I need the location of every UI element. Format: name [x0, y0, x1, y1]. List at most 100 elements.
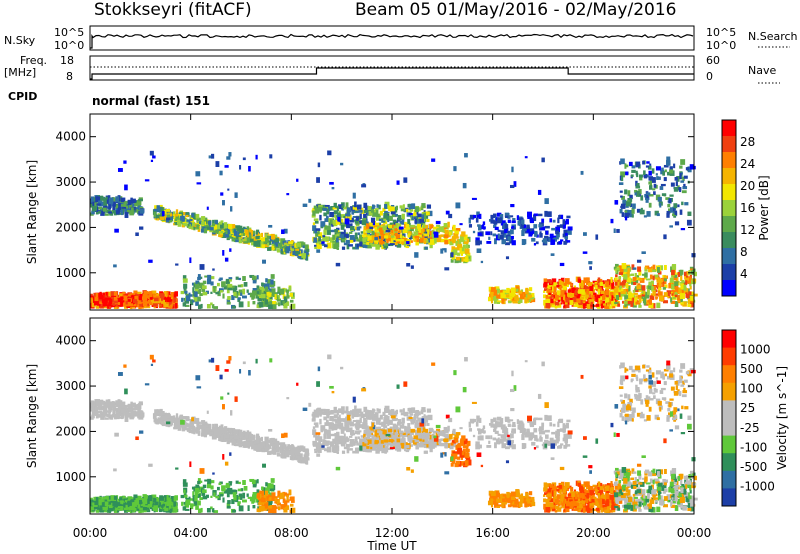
velocity-echo-cell — [236, 439, 242, 444]
velocity-echo-cell — [177, 427, 182, 431]
power-echo-cell — [395, 235, 398, 241]
power-echo-cell — [168, 301, 172, 307]
velocity-echo-cell — [398, 427, 402, 433]
power-echo-cell — [193, 227, 196, 231]
velocity-echo-cell — [289, 450, 294, 455]
velocity-echo-cell — [364, 409, 369, 415]
velocity-echo-cell — [386, 442, 391, 446]
velocity-echo-cell — [337, 416, 341, 419]
power-echo-cell — [129, 211, 134, 216]
power-echo-cell — [255, 232, 260, 238]
power-echo-cell — [368, 222, 374, 228]
velocity-echo-cell — [325, 419, 329, 425]
velocity-echo-cell — [435, 432, 438, 438]
power-echo-cell — [400, 208, 406, 212]
power-echo-cell — [426, 218, 430, 222]
velocity-echo-cell — [124, 412, 130, 417]
power-echo-cell — [463, 258, 467, 262]
power-echo-cell — [314, 244, 319, 247]
power-echo-cell — [451, 236, 457, 240]
power-echo-cell — [225, 230, 229, 235]
velocity-echo-cell — [468, 428, 472, 432]
velocity-echo-cell — [367, 439, 372, 446]
velocity-echo-cell — [565, 444, 571, 447]
velocity-echo-cell — [404, 449, 407, 452]
power-echo-cell — [375, 244, 380, 250]
velocity-echo-cell — [90, 501, 93, 507]
power-echo-cell — [502, 232, 507, 238]
velocity-echo-cell — [490, 423, 495, 428]
velocity-echo-cell — [211, 426, 215, 431]
power-echo-cell — [422, 223, 426, 229]
velocity-echo-cell — [221, 436, 227, 443]
velocity-echo-cell — [102, 411, 107, 416]
power-echo-cell — [461, 231, 466, 237]
power-echo-cell — [409, 240, 413, 243]
velocity-echo-cell — [225, 434, 229, 439]
power-echo-cell — [416, 211, 419, 215]
power-echo-cell — [464, 248, 470, 254]
power-echo-cell — [313, 205, 318, 210]
velocity-echo-cell — [142, 501, 146, 507]
power-echo-cell — [291, 248, 295, 251]
power-echo-cell — [316, 243, 319, 248]
velocity-echo-cell — [98, 410, 103, 414]
power-echo-cell — [374, 226, 378, 233]
power-echo-cell — [444, 239, 449, 245]
power-echo-cell — [242, 238, 245, 242]
velocity-echo-cell — [361, 438, 367, 442]
power-echo-cell — [113, 291, 118, 298]
velocity-echo-cell — [123, 503, 128, 508]
velocity-echo-cell — [110, 495, 116, 501]
velocity-echo-cell — [102, 409, 108, 414]
velocity-echo-cell — [312, 426, 316, 430]
power-echo-cell — [107, 299, 110, 303]
power-echo-cell — [525, 294, 528, 298]
power-echo-cell — [142, 303, 148, 307]
power-echo-cell — [325, 215, 329, 221]
velocity-echo-cell — [496, 505, 501, 508]
velocity-echo-cell — [519, 497, 524, 504]
power-echo-cell — [118, 206, 121, 209]
velocity-echo-cell — [128, 507, 133, 511]
velocity-echo-cell — [551, 431, 556, 435]
power-echo-cell — [358, 239, 361, 242]
power-echo-cell — [116, 298, 121, 301]
velocity-echo-cell — [443, 426, 448, 432]
power-echo-cell — [282, 240, 286, 246]
power-echo-cell — [167, 299, 173, 302]
power-echo-cell — [283, 243, 289, 246]
velocity-echo-cell — [251, 442, 256, 447]
velocity-echo-cell — [371, 411, 375, 417]
power-echo-cell — [230, 224, 236, 229]
velocity-echo-cell — [231, 438, 236, 441]
velocity-echo-cell — [567, 433, 572, 439]
power-echo-cell — [139, 209, 145, 214]
velocity-echo-cell — [545, 483, 551, 488]
velocity-echo-cell — [266, 439, 270, 443]
velocity-echo-cell — [456, 456, 461, 460]
power-echo-cell — [208, 220, 212, 227]
power-echo-cell — [378, 204, 381, 210]
power-echo-cell — [349, 239, 354, 243]
power-echo-cell — [459, 236, 464, 242]
velocity-echo-cell — [346, 411, 352, 417]
power-echo-cell — [124, 205, 129, 212]
velocity-echo-cell — [556, 429, 562, 432]
power-echo-cell — [414, 218, 420, 225]
power-echo-cell — [345, 239, 350, 244]
velocity-echo-cell — [367, 446, 372, 453]
power-echo-cell — [276, 250, 281, 253]
velocity-echo-cell — [477, 429, 482, 435]
velocity-echo-cell — [384, 446, 389, 451]
velocity-echo-cell — [388, 409, 391, 416]
power-echo-cell — [265, 233, 268, 238]
velocity-echo-cell — [139, 498, 143, 501]
velocity-echo-cell — [159, 497, 164, 501]
velocity-echo-cell — [525, 504, 530, 507]
power-echo-cell — [391, 213, 397, 218]
power-echo-cell — [508, 300, 512, 304]
power-echo-cell — [274, 238, 279, 243]
velocity-echo-cell — [158, 499, 164, 505]
power-echo-cell — [357, 232, 360, 236]
